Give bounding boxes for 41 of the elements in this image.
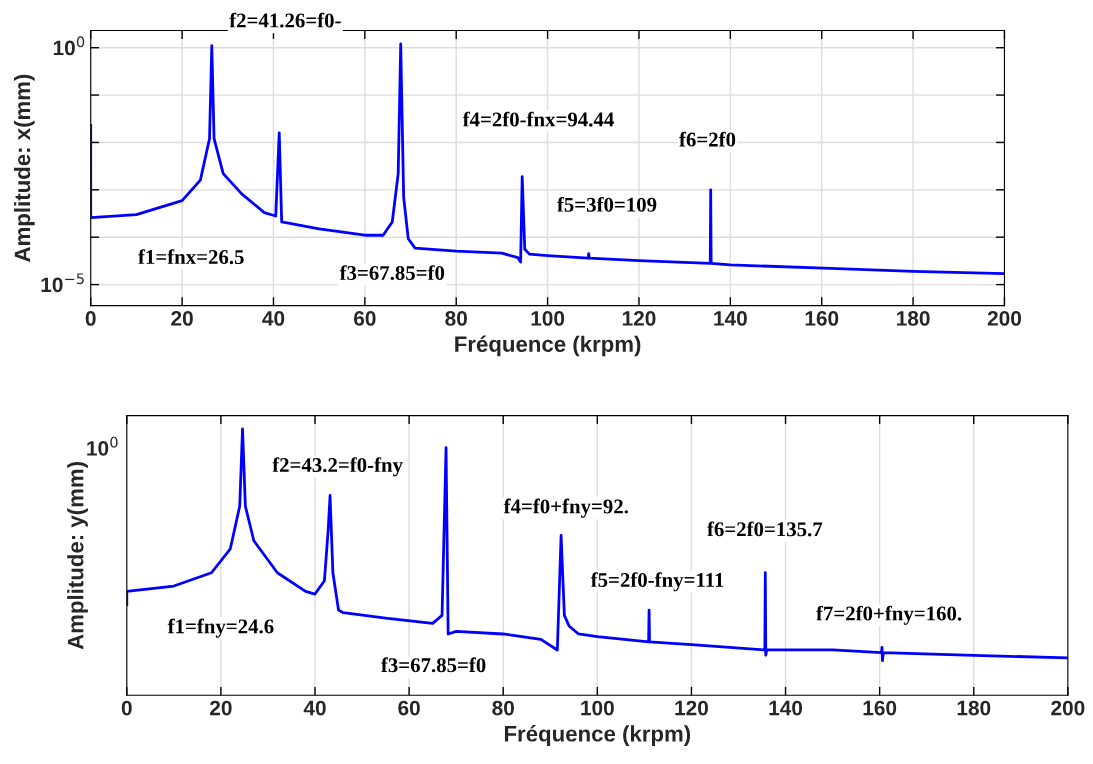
x-tick-label: 80 [445, 311, 467, 326]
annotation: f4=2f0-fnx=94.44 [462, 111, 614, 127]
annotation: f4=f0+fny=92. [503, 498, 629, 518]
x-tick-label: 20 [171, 311, 193, 326]
x-tick-label: 100 [531, 311, 565, 326]
text: 10$^{0}$ [87, 436, 118, 456]
annotation: f5=3f0=109 [557, 196, 657, 212]
x-tick-label: 60 [398, 700, 420, 716]
annotation: f5=2f0-fny=111 [590, 572, 724, 592]
x-tick-label: 180 [897, 311, 930, 326]
x-tick-label: 40 [303, 700, 326, 716]
annotation: f7=2f0+fny=160. [816, 605, 962, 625]
x-tick-label: 180 [957, 700, 991, 716]
annotation: f6=2f0=135.7 [707, 521, 823, 537]
annotation: f3=67.85=f0 [339, 265, 445, 281]
x-tick-label: 140 [769, 700, 803, 716]
x-tick-label: 200 [987, 311, 1021, 326]
x-axis-title: Fréquence (krpm) [455, 335, 641, 357]
y-axis-title: Amplitude: x(mm) [13, 74, 35, 262]
x-tick-label: 120 [675, 700, 708, 716]
annotation: f1=fny=24.6 [167, 618, 274, 638]
x-tick-label: 120 [622, 311, 656, 326]
x-tick-label: 200 [1051, 700, 1085, 716]
x-tick-label: 0 [85, 311, 96, 326]
annotation: f2=43.2=f0-fny [272, 457, 403, 477]
y-tick-label: 10$^{−5}$ [41, 273, 84, 293]
annotation: f1=fnx=26.5 [138, 249, 244, 265]
x-tick-label: 80 [492, 700, 514, 716]
x-tick-label: 0 [121, 700, 132, 716]
x-tick-label: 140 [714, 311, 747, 326]
x-tick-label: 160 [805, 311, 839, 326]
x-tick-label: 20 [210, 700, 232, 716]
x-tick-label: 60 [354, 311, 376, 326]
x-tick-label: 160 [863, 700, 897, 716]
y-axis-title: Amplitude: y(mm) [67, 462, 88, 650]
text: f2=41.26=f0- [229, 12, 341, 28]
x-tick-label: 100 [581, 700, 614, 716]
x-tick-label: 40 [262, 311, 285, 326]
x-axis-title: Fréquence (krpm) [504, 725, 691, 746]
annotation: f6=2f0 [679, 131, 736, 147]
annotation: f3=67.85=f0 [381, 657, 486, 673]
